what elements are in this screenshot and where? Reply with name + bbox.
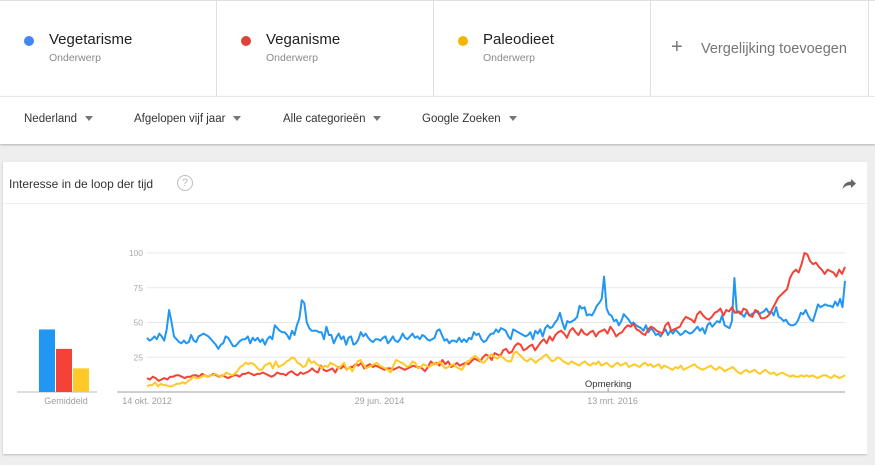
term-type: Onderwerp <box>483 52 535 64</box>
interest-over-time-card: Interesse in de loop der tijd ? Gemiddel… <box>3 162 867 454</box>
search-type-dropdown-label: Google Zoeken <box>422 113 501 125</box>
term-type: Onderwerp <box>266 52 318 64</box>
term-label: Vegetarisme <box>49 31 133 48</box>
term-chip-veganisme[interactable]: Veganisme Onderwerp <box>217 1 434 96</box>
series-color-dot-icon <box>458 36 468 46</box>
x-tick-label: 29 jun. 2014 <box>355 396 405 406</box>
add-comparison-button[interactable]: + Vergelijking toevoegen <box>651 1 869 96</box>
series-color-dot-icon <box>241 36 251 46</box>
caret-down-icon <box>233 116 242 122</box>
help-icon[interactable]: ? <box>177 175 193 191</box>
card-title: Interesse in de loop der tijd <box>9 177 154 191</box>
series-line-vegetarisme <box>146 275 846 350</box>
average-bar <box>56 348 72 392</box>
term-label: Paleodieet <box>483 31 554 48</box>
plus-icon: + <box>671 36 683 58</box>
card-header: Interesse in de loop der tijd ? <box>3 162 867 204</box>
term-chip-vegetarisme[interactable]: Vegetarisme Onderwerp <box>0 1 217 96</box>
caret-down-icon <box>373 116 382 122</box>
search-terms-bar: Vegetarisme Onderwerp Veganisme Onderwer… <box>0 0 875 96</box>
time-range-dropdown-label: Afgelopen vijf jaar <box>134 113 226 125</box>
term-type: Onderwerp <box>49 52 101 64</box>
scrollbar[interactable] <box>867 162 875 454</box>
time-range-dropdown[interactable]: Afgelopen vijf jaar <box>134 113 242 125</box>
series-line-paleodieet <box>146 350 846 388</box>
term-label: Veganisme <box>266 31 341 48</box>
y-tick-label: 100 <box>129 248 143 258</box>
region-dropdown[interactable]: Nederland <box>24 113 94 125</box>
region-dropdown-label: Nederland <box>24 113 78 125</box>
share-icon[interactable] <box>841 175 857 191</box>
y-tick-label: 25 <box>134 352 144 362</box>
y-tick-label: 50 <box>134 318 144 328</box>
caret-down-icon <box>508 116 517 122</box>
caret-down-icon <box>85 116 94 122</box>
x-tick-label: 13 mrt. 2016 <box>587 396 638 406</box>
chart-area[interactable]: Gemiddeld 25 50 75 100 14 okt. 2012 29 jun. 20… <box>3 204 867 454</box>
y-tick-label: 75 <box>134 283 144 293</box>
annotation-label: Opmerking <box>585 379 631 390</box>
average-bar <box>73 368 89 392</box>
x-tick-label: 14 okt. 2012 <box>122 396 172 406</box>
series-line-veganisme <box>146 252 846 382</box>
average-bar <box>39 329 55 392</box>
category-dropdown-label: Alle categorieën <box>283 113 366 125</box>
series-color-dot-icon <box>24 36 34 46</box>
add-comparison-label: Vergelijking toevoegen <box>701 41 847 57</box>
filter-bar: Nederland Afgelopen vijf jaar Alle categ… <box>0 96 875 144</box>
term-chip-paleodieet[interactable]: Paleodieet Onderwerp <box>434 1 651 96</box>
average-label: Gemiddeld <box>44 396 88 406</box>
search-type-dropdown[interactable]: Google Zoeken <box>422 113 517 125</box>
category-dropdown[interactable]: Alle categorieën <box>283 113 382 125</box>
